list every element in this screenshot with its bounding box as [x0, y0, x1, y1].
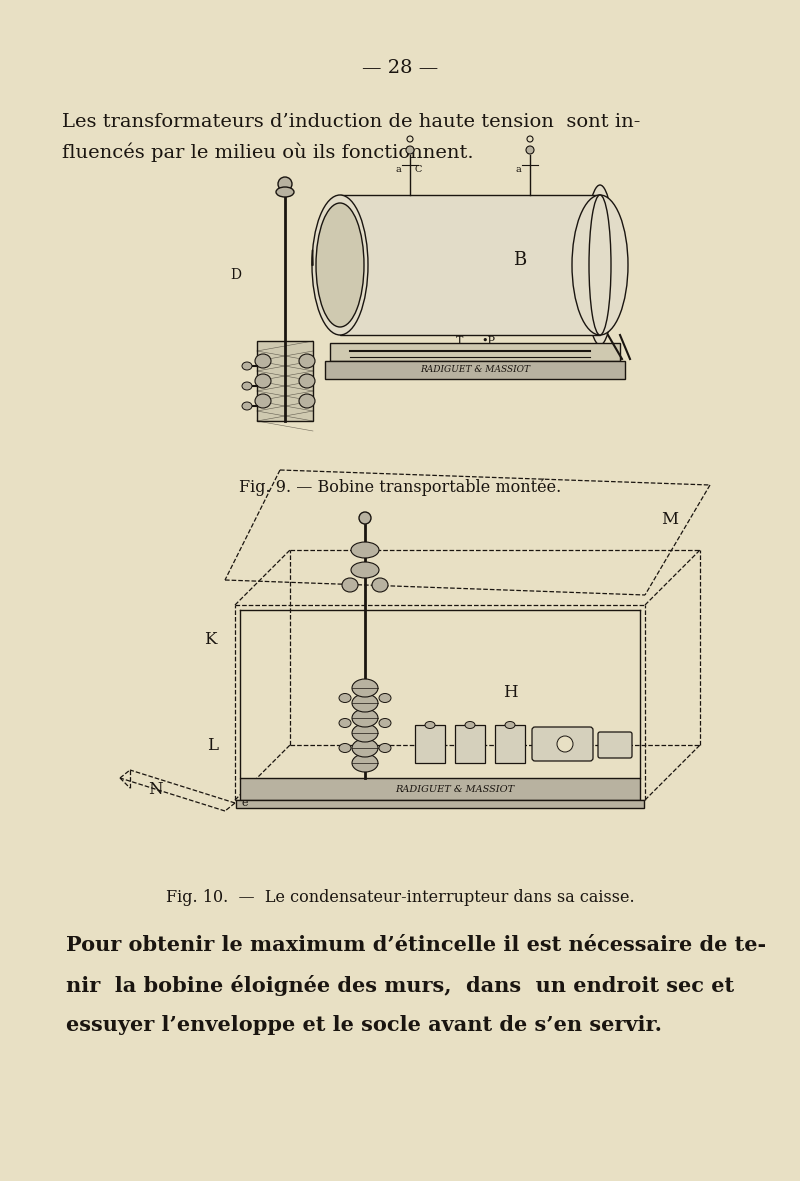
Ellipse shape [255, 374, 271, 389]
Ellipse shape [352, 739, 378, 757]
Ellipse shape [255, 354, 271, 368]
Text: T: T [456, 337, 464, 346]
Text: Les transformateurs d’induction de haute tension  sont in-: Les transformateurs d’induction de haute… [62, 113, 640, 131]
Ellipse shape [505, 722, 515, 729]
Bar [325, 361, 625, 379]
Bar [495, 725, 525, 763]
Text: Fig. 9. — Bobine transportable montée.: Fig. 9. — Bobine transportable montée. [239, 478, 561, 496]
Text: RADIGUET & MASSIOT: RADIGUET & MASSIOT [420, 365, 530, 374]
Text: e: e [242, 798, 248, 808]
Ellipse shape [339, 693, 351, 703]
Text: L: L [207, 737, 218, 753]
Ellipse shape [527, 136, 533, 142]
Ellipse shape [352, 724, 378, 742]
Ellipse shape [359, 513, 371, 524]
Ellipse shape [465, 722, 475, 729]
Ellipse shape [589, 195, 611, 335]
Text: essuyer l’enveloppe et le socle avant de s’en servir.: essuyer l’enveloppe et le socle avant de… [66, 1014, 662, 1035]
Bar [415, 725, 445, 763]
Text: — 28 —: — 28 — [362, 59, 438, 77]
Text: H: H [502, 684, 518, 702]
Ellipse shape [372, 578, 388, 592]
Text: nir  la bobine éloignée des murs,  dans  un endroit sec et: nir la bobine éloignée des murs, dans un… [66, 974, 734, 996]
Text: N: N [148, 782, 162, 798]
Ellipse shape [352, 694, 378, 712]
Text: C: C [414, 164, 422, 174]
Ellipse shape [406, 146, 414, 154]
Ellipse shape [407, 136, 413, 142]
Bar [236, 800, 644, 808]
Ellipse shape [299, 354, 315, 368]
Ellipse shape [526, 146, 534, 154]
Ellipse shape [352, 753, 378, 772]
FancyBboxPatch shape [532, 727, 593, 761]
Bar [257, 341, 313, 420]
Ellipse shape [352, 709, 378, 727]
Ellipse shape [351, 562, 379, 578]
Ellipse shape [242, 402, 252, 410]
Ellipse shape [299, 394, 315, 407]
Ellipse shape [299, 374, 315, 389]
Bar [340, 195, 600, 335]
Ellipse shape [425, 722, 435, 729]
Ellipse shape [379, 693, 391, 703]
Ellipse shape [379, 744, 391, 752]
Ellipse shape [276, 187, 294, 197]
Ellipse shape [352, 679, 378, 697]
Ellipse shape [255, 394, 271, 407]
Bar [330, 342, 620, 361]
Ellipse shape [339, 744, 351, 752]
Ellipse shape [351, 542, 379, 557]
Text: M: M [662, 511, 678, 529]
Ellipse shape [278, 177, 292, 191]
Ellipse shape [379, 718, 391, 727]
Text: fluencés par le milieu où ils fonctionnent.: fluencés par le milieu où ils fonctionne… [62, 142, 474, 162]
FancyBboxPatch shape [598, 732, 632, 758]
Text: a: a [395, 164, 401, 174]
Text: B: B [514, 252, 526, 269]
Ellipse shape [316, 203, 364, 327]
Text: RADIGUET & MASSIOT: RADIGUET & MASSIOT [395, 784, 514, 794]
Ellipse shape [312, 195, 368, 335]
Text: Fig. 10.  —  Le condensateur-interrupteur dans sa caisse.: Fig. 10. — Le condensateur-interrupteur … [166, 889, 634, 907]
Text: a: a [515, 164, 521, 174]
Ellipse shape [339, 718, 351, 727]
Bar [240, 778, 640, 800]
Ellipse shape [342, 578, 358, 592]
Ellipse shape [242, 381, 252, 390]
Ellipse shape [557, 736, 573, 752]
Bar [455, 725, 485, 763]
Text: D: D [230, 268, 241, 282]
Text: •P: •P [481, 337, 495, 346]
Text: K: K [204, 632, 216, 648]
Ellipse shape [242, 363, 252, 370]
Text: Pour obtenir le maximum d’étincelle il est nécessaire de te-: Pour obtenir le maximum d’étincelle il e… [66, 935, 766, 955]
Ellipse shape [585, 185, 615, 345]
Ellipse shape [572, 195, 628, 335]
